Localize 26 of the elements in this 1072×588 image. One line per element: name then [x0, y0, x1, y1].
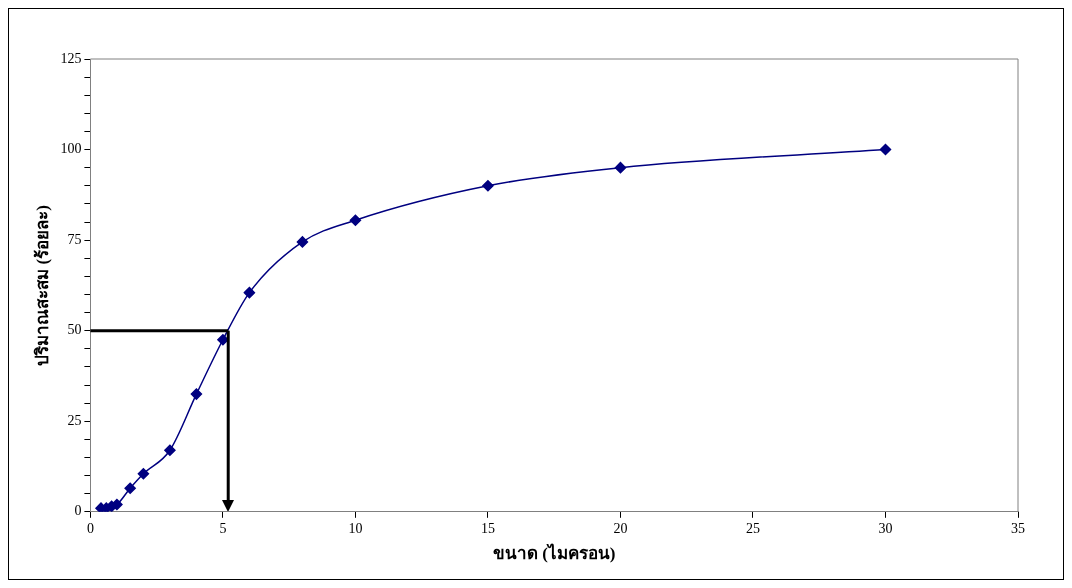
x-tick-label: 35 — [1011, 520, 1025, 536]
y-tick-label: 50 — [67, 322, 82, 338]
x-tick-label: 25 — [745, 520, 760, 536]
point — [190, 388, 203, 400]
point — [614, 161, 627, 174]
x-tick-label: 15 — [480, 520, 495, 536]
y-tick-label: 125 — [60, 50, 82, 66]
x-axis-title: ขนาด (ไมครอน) — [492, 543, 616, 564]
point — [164, 444, 176, 456]
point — [879, 143, 892, 156]
point — [243, 286, 256, 299]
x-tick-label: 30 — [878, 520, 893, 536]
point — [349, 214, 362, 226]
y-tick-label: 75 — [67, 231, 82, 247]
x-tick-label: 0 — [86, 520, 94, 536]
y-tick-label: 100 — [60, 141, 82, 157]
point — [296, 236, 309, 248]
x-tick-label: 10 — [348, 520, 363, 536]
y-tick-label: 0 — [74, 503, 82, 519]
x-tick-label: 20 — [613, 520, 628, 536]
x-tick-label: 5 — [219, 520, 227, 536]
point — [124, 482, 136, 494]
point — [137, 468, 150, 480]
y-tick-label: 25 — [67, 412, 82, 428]
y-axis-title: ปริมาณสะสม (ร้อยละ) — [32, 205, 52, 366]
point — [482, 180, 494, 192]
